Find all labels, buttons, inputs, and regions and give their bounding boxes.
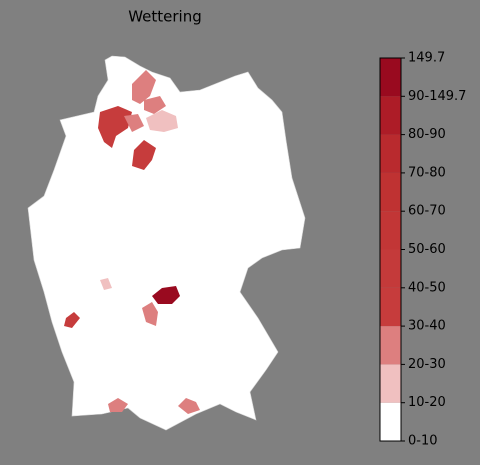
region-hanover [132, 140, 156, 170]
colorbar-segment [380, 249, 401, 288]
region-holstein [132, 70, 156, 104]
colorbar-label: 50-60 [408, 242, 446, 257]
colorbar-segment [380, 172, 401, 212]
colorbar-segment [380, 326, 401, 365]
region-ansbach [142, 302, 158, 326]
region-frankfurt [100, 278, 112, 290]
colorbar-label: 80-90 [408, 127, 446, 142]
region-stade [124, 114, 144, 132]
germany-map [27, 55, 306, 431]
colorbar-label: 20-30 [408, 357, 446, 372]
colorbar-segment [380, 402, 401, 441]
map-title: Wettering [128, 8, 202, 26]
colorbar-segment [380, 96, 401, 135]
region-munich [178, 398, 200, 414]
colorbar-label: 60-70 [408, 204, 446, 219]
colorbar-segment [380, 287, 401, 327]
region-karlsruhe [64, 312, 80, 328]
colorbar-segment [380, 58, 401, 97]
country-outline [27, 55, 306, 431]
colorbar-segment [380, 364, 401, 403]
colorbar-label: 10-20 [408, 395, 446, 410]
region-ostholstein [144, 96, 166, 114]
region-constance [108, 398, 128, 412]
colorbar-label: 70-80 [408, 165, 446, 180]
region-luebeck [146, 110, 178, 132]
region-franconia [152, 286, 180, 304]
colorbar-segment [380, 211, 401, 250]
colorbar-label: 90-149.7 [408, 89, 466, 104]
colorbar-label: 30-40 [408, 319, 446, 334]
region-hamburg [98, 106, 132, 148]
colorbar-label: 149.7 [408, 51, 445, 66]
colorbar-label: 0-10 [408, 434, 438, 449]
colorbar-label: 40-50 [408, 280, 446, 295]
colorbar: 0-10 10-20 20-30 30-40 40-50 50-60 60-70 70-80 8… [379, 51, 466, 449]
colorbar-segment [380, 134, 401, 173]
